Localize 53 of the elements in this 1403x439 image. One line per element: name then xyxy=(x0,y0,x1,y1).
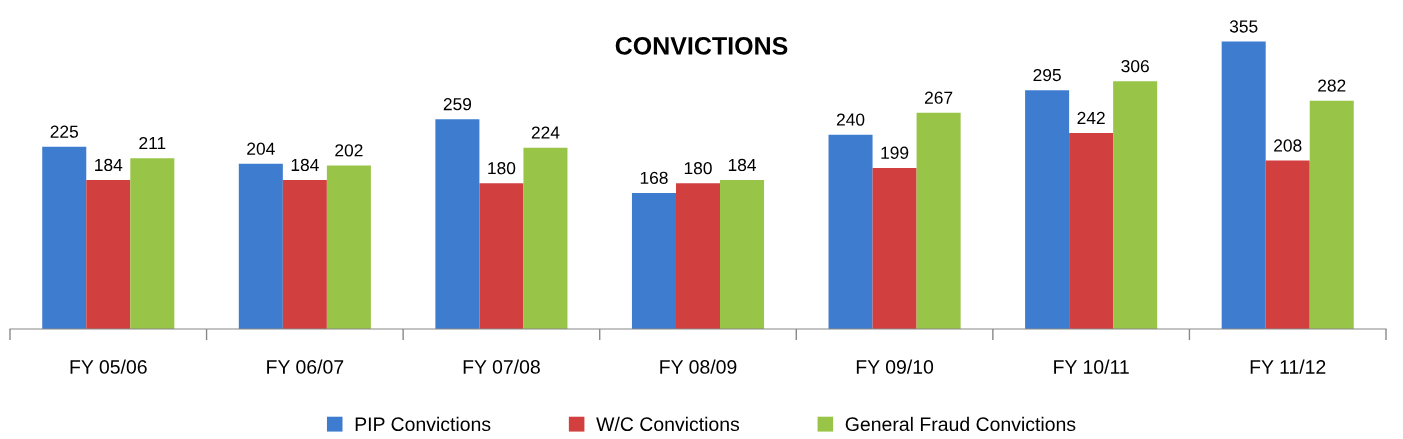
data-label: 295 xyxy=(1033,68,1061,82)
data-label: 180 xyxy=(488,162,516,175)
legend-label: General Fraud Convictions xyxy=(845,416,1076,432)
x-tick-label: FY 08/09 xyxy=(660,359,737,374)
x-tick-label: FY 11/12 xyxy=(1250,359,1326,374)
bar xyxy=(916,112,961,329)
bar xyxy=(435,119,480,329)
x-tick-label: FY 07/08 xyxy=(463,359,540,374)
data-label: 224 xyxy=(531,126,560,139)
data-label: 184 xyxy=(95,158,123,172)
data-label: 202 xyxy=(335,144,363,157)
bar xyxy=(86,180,131,329)
bar xyxy=(1309,100,1354,329)
data-label: 306 xyxy=(1121,60,1149,73)
bar xyxy=(42,146,87,329)
data-label: 208 xyxy=(1274,139,1302,152)
bar xyxy=(326,165,371,329)
legend-label: PIP Convictions xyxy=(355,416,491,432)
data-label: 267 xyxy=(925,91,953,104)
bar xyxy=(1265,160,1310,329)
data-label: 211 xyxy=(139,136,166,150)
bar xyxy=(828,134,873,329)
bar xyxy=(872,167,917,329)
x-tick-label: FY 05/06 xyxy=(70,359,147,374)
x-tick-label: FY 06/07 xyxy=(267,359,344,374)
bar xyxy=(282,180,327,329)
data-label: 168 xyxy=(640,171,668,185)
chart-title: CONVICTIONS xyxy=(615,37,788,55)
data-label: 282 xyxy=(1318,79,1346,92)
bar xyxy=(720,180,765,329)
x-tick-label: FY 09/10 xyxy=(856,359,934,374)
bar xyxy=(1113,81,1158,329)
bar xyxy=(631,193,676,329)
bar xyxy=(130,158,175,329)
data-label: 204 xyxy=(247,142,275,155)
bar xyxy=(479,183,524,329)
data-label: 355 xyxy=(1229,20,1258,33)
data-label: 242 xyxy=(1077,111,1105,124)
bar xyxy=(1069,133,1114,329)
x-tick-label: FY 10/11 xyxy=(1054,359,1129,374)
bar xyxy=(1025,90,1070,329)
bar xyxy=(238,163,283,329)
bar xyxy=(523,147,568,329)
data-label: 259 xyxy=(443,98,472,111)
bar xyxy=(675,183,721,329)
data-label: 184 xyxy=(728,158,757,172)
data-label: 180 xyxy=(684,162,712,175)
bar xyxy=(1221,41,1266,329)
data-label: 199 xyxy=(881,146,909,159)
data-label: 240 xyxy=(836,113,865,126)
data-label: 225 xyxy=(50,125,79,138)
legend-label: W/C Convictions xyxy=(596,416,740,432)
data-label: 184 xyxy=(291,158,319,172)
